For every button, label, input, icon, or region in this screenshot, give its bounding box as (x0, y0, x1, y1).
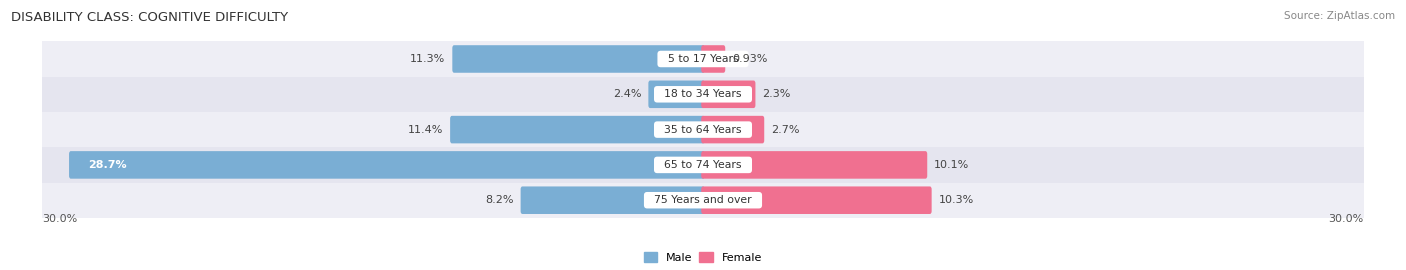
FancyBboxPatch shape (450, 116, 704, 143)
Text: 30.0%: 30.0% (1329, 214, 1364, 224)
FancyBboxPatch shape (453, 45, 704, 73)
FancyBboxPatch shape (702, 116, 765, 143)
Text: 11.3%: 11.3% (411, 54, 446, 64)
Bar (20, 77, 1386, 112)
Bar (20, 41, 1386, 77)
Legend: Male, Female: Male, Female (640, 248, 766, 267)
Text: 10.3%: 10.3% (939, 195, 974, 205)
Text: 0.93%: 0.93% (733, 54, 768, 64)
Text: 30.0%: 30.0% (42, 214, 77, 224)
Text: 28.7%: 28.7% (89, 160, 127, 170)
Text: 11.4%: 11.4% (408, 124, 443, 135)
Text: 2.4%: 2.4% (613, 89, 641, 99)
Text: 18 to 34 Years: 18 to 34 Years (657, 89, 749, 99)
FancyBboxPatch shape (520, 187, 704, 214)
FancyBboxPatch shape (702, 151, 927, 179)
Text: 2.3%: 2.3% (762, 89, 790, 99)
Bar (20, 147, 1386, 183)
Text: 10.1%: 10.1% (934, 160, 970, 170)
FancyBboxPatch shape (702, 187, 932, 214)
FancyBboxPatch shape (648, 80, 704, 108)
Text: 65 to 74 Years: 65 to 74 Years (657, 160, 749, 170)
Text: 2.7%: 2.7% (772, 124, 800, 135)
FancyBboxPatch shape (69, 151, 704, 179)
Text: 5 to 17 Years: 5 to 17 Years (661, 54, 745, 64)
Text: Source: ZipAtlas.com: Source: ZipAtlas.com (1284, 11, 1395, 21)
Text: 35 to 64 Years: 35 to 64 Years (657, 124, 749, 135)
Bar (20, 183, 1386, 218)
Text: 75 Years and over: 75 Years and over (647, 195, 759, 205)
FancyBboxPatch shape (702, 80, 755, 108)
Text: DISABILITY CLASS: COGNITIVE DIFFICULTY: DISABILITY CLASS: COGNITIVE DIFFICULTY (11, 11, 288, 24)
FancyBboxPatch shape (702, 45, 725, 73)
Text: 8.2%: 8.2% (485, 195, 513, 205)
Bar (20, 112, 1386, 147)
